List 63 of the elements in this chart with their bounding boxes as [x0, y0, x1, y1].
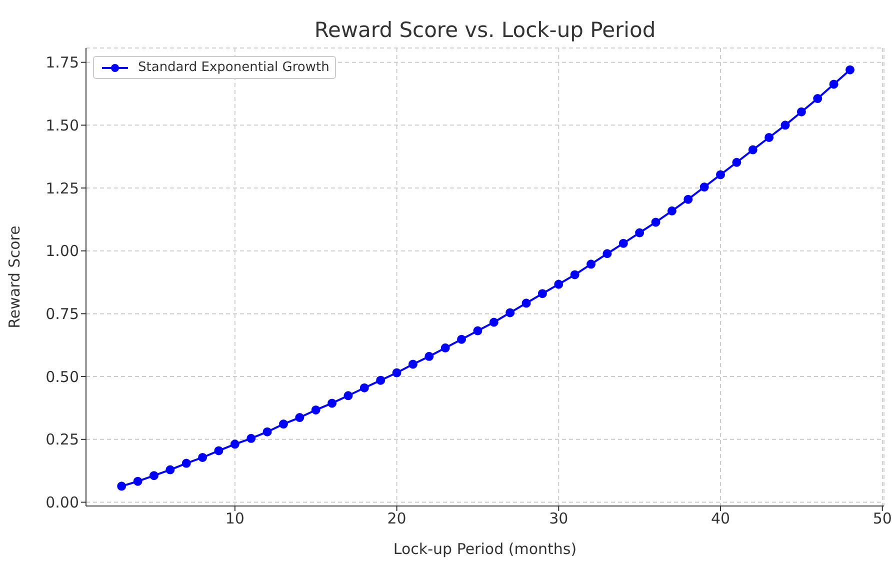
y-tick-label: 1.50: [46, 116, 79, 134]
point: [796, 107, 806, 116]
point: [538, 289, 547, 298]
x-tick-label: 50: [872, 510, 892, 528]
y-tick-label: 1.75: [46, 54, 79, 72]
point: [732, 158, 742, 167]
point: [748, 145, 758, 154]
point: [214, 446, 224, 456]
point: [570, 270, 580, 280]
point: [829, 80, 838, 89]
point: [813, 94, 822, 104]
point: [328, 398, 337, 408]
point: [117, 482, 126, 491]
point: [780, 120, 790, 130]
chart-title: Reward Score vs. Lock-up Period: [313, 18, 657, 42]
point: [473, 326, 482, 336]
point: [700, 182, 709, 192]
point: [392, 368, 402, 378]
x-tick-label: 10: [225, 510, 244, 528]
point: [506, 308, 515, 318]
point: [424, 352, 434, 361]
point: [764, 132, 774, 142]
y-axis-title: Reward Score: [5, 226, 24, 328]
point: [198, 452, 208, 462]
point: [489, 318, 498, 327]
point: [230, 440, 240, 449]
y-tick-label: 0.00: [46, 494, 79, 512]
point: [716, 170, 726, 180]
point: [278, 420, 288, 429]
point: [408, 360, 418, 369]
point: [246, 434, 256, 443]
point: [149, 471, 158, 480]
point: [554, 280, 564, 289]
y-tick-label: 0.25: [46, 430, 79, 449]
point: [602, 249, 612, 258]
point: [344, 391, 353, 400]
point: [684, 194, 693, 204]
legend-label: Standard Exponential Growth: [138, 60, 330, 75]
point: [295, 413, 304, 422]
point: [522, 298, 531, 308]
y-tick-label: 1.25: [46, 179, 79, 198]
x-tick-label: 20: [387, 510, 406, 528]
point: [667, 206, 676, 216]
point: [360, 383, 369, 392]
point: [166, 465, 175, 474]
point: [311, 405, 320, 414]
point: [182, 458, 191, 468]
y-tick-label: 1.00: [46, 242, 79, 260]
point: [846, 65, 855, 74]
point: [618, 238, 628, 248]
y-tick-label: 0.50: [46, 368, 79, 386]
x-tick-label: 40: [710, 510, 730, 528]
point: [440, 343, 450, 352]
x-tick-label: 30: [549, 510, 568, 528]
point: [635, 228, 644, 238]
point: [133, 476, 142, 486]
y-tick-label: 0.75: [46, 305, 79, 324]
point: [376, 376, 386, 385]
point: [651, 218, 660, 227]
point: [262, 427, 272, 436]
point: [457, 334, 466, 344]
point: [586, 260, 596, 269]
x-axis-title: Lock-up Period (months): [393, 540, 577, 558]
